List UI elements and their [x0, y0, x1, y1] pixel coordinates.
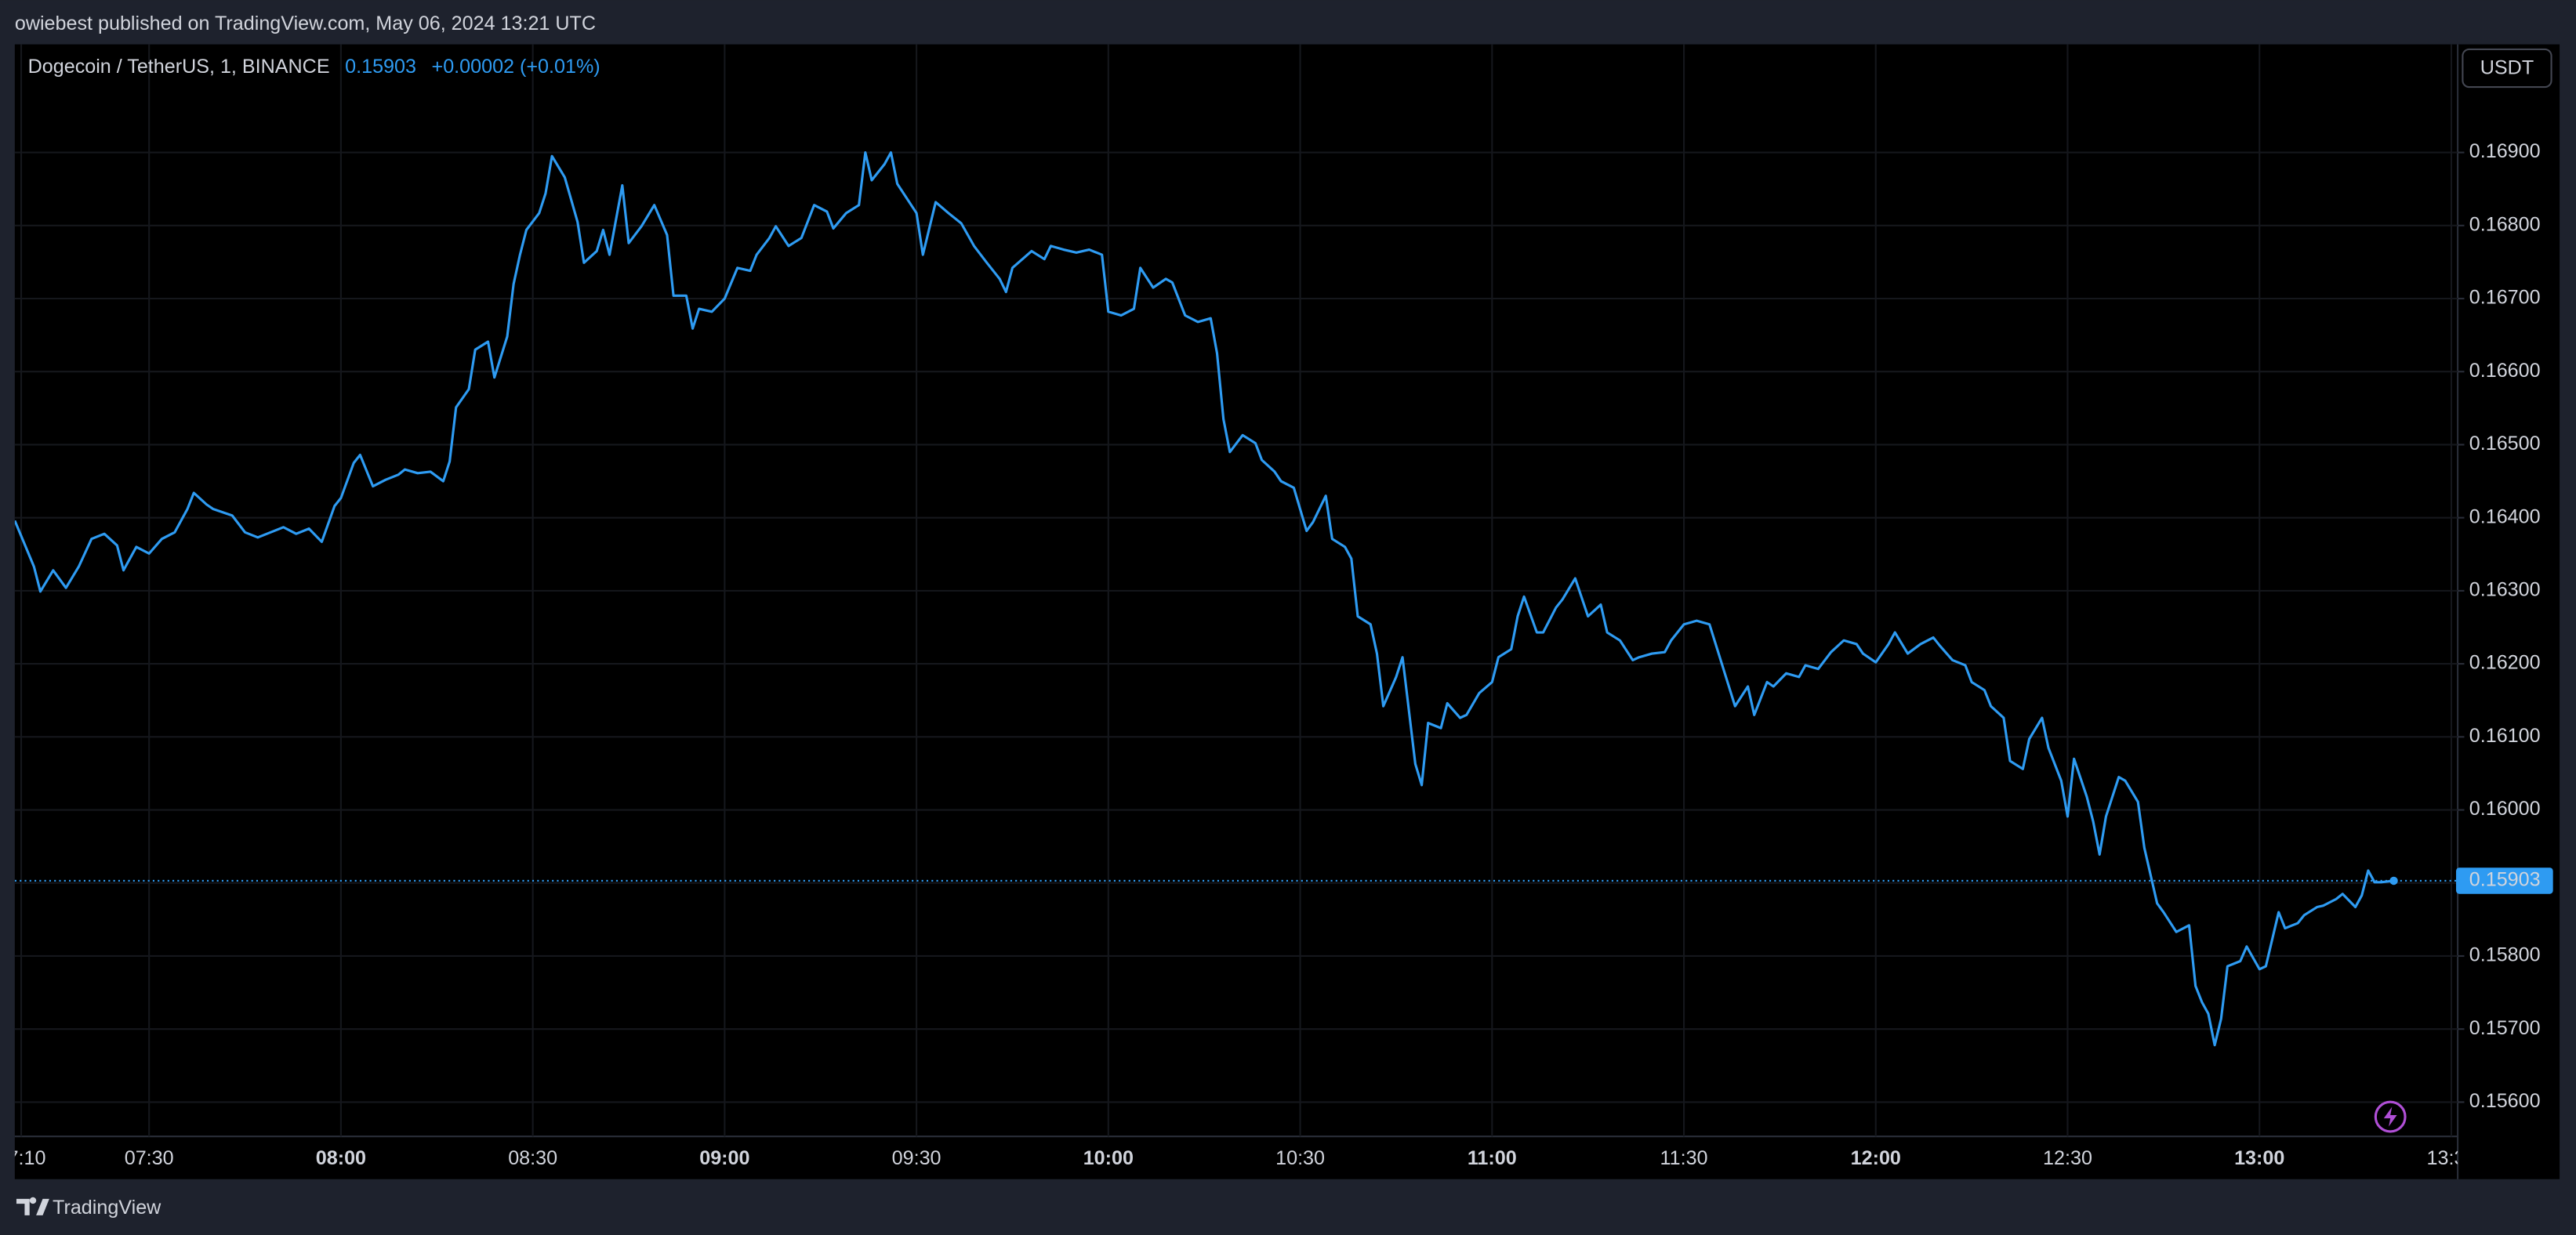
- price-axis: 0.16900 0.16800 0.16700 0.16600 0.16500 0.164…: [2456, 140, 2553, 1112]
- x-tick-label: 08:00: [316, 1147, 366, 1169]
- currency-label[interactable]: USDT: [2480, 57, 2534, 79]
- y-tick-label: 0.16500: [2469, 433, 2541, 455]
- y-tick-label: 0.16800: [2469, 213, 2541, 235]
- footer-brand: TradingView: [53, 1197, 161, 1219]
- x-tick-label: 09:00: [699, 1147, 749, 1169]
- lightning-icon[interactable]: [2374, 1100, 2407, 1133]
- y-tick-label: 0.16700: [2469, 287, 2541, 309]
- x-tick-label: 10:30: [1275, 1147, 1325, 1169]
- published-note: owiebest published on TradingView.com, M…: [15, 13, 596, 34]
- x-tick-label: 12:30: [2043, 1147, 2092, 1169]
- tradingview-logo: [16, 1197, 49, 1215]
- y-tick-label: 0.16300: [2469, 579, 2541, 601]
- x-tick-label: 12:00: [1851, 1147, 1901, 1169]
- x-tick-label: 11:30: [1660, 1147, 1708, 1169]
- lightning-bolt: [2383, 1106, 2397, 1127]
- grid: [14, 44, 2458, 1137]
- last-point: [2389, 876, 2398, 886]
- x-tick-label: 09:30: [892, 1147, 942, 1169]
- y-tick-label: 0.16100: [2469, 725, 2541, 747]
- legend-change: +0.00002 (+0.01%): [432, 56, 600, 78]
- x-tick-label: 07:10: [0, 1147, 45, 1169]
- legend: Dogecoin / TetherUS, 1, BINANCE 0.15903 …: [28, 56, 600, 78]
- currency-button[interactable]: [2462, 48, 2552, 89]
- chart-pane: [14, 44, 2560, 1179]
- y-tick-label: 0.16900: [2469, 140, 2541, 162]
- x-tick-label: 13:30: [2427, 1147, 2476, 1169]
- y-tick-label: 0.16600: [2469, 360, 2541, 382]
- y-tick-label: 0.15700: [2469, 1017, 2541, 1039]
- plot: [14, 150, 2458, 1047]
- y-tick-label: 0.16000: [2469, 798, 2541, 820]
- y-tick-label: 0.15600: [2469, 1090, 2541, 1112]
- x-tick-label: 13:00: [2234, 1147, 2284, 1169]
- legend-price: 0.15903: [345, 56, 416, 78]
- x-tick-label: 08:30: [508, 1147, 557, 1169]
- x-tick-label: 07:30: [125, 1147, 174, 1169]
- price-tag-label: 0.15903: [2469, 869, 2541, 891]
- y-tick-label: 0.16200: [2469, 652, 2541, 674]
- x-tick-label: 11:00: [1468, 1147, 1517, 1169]
- y-tick-label: 0.16400: [2469, 505, 2541, 527]
- time-axis: 07:10 07:30 08:00 08:30 09:00 09:30 10:00 10:30…: [0, 1147, 2476, 1169]
- y-tick-label: 0.15800: [2469, 944, 2541, 966]
- price-tag: [2456, 867, 2553, 894]
- x-tick-label: 10:00: [1083, 1147, 1134, 1169]
- price-line-series: [14, 150, 2394, 1047]
- symbol-title: Dogecoin / TetherUS, 1, BINANCE: [28, 56, 330, 78]
